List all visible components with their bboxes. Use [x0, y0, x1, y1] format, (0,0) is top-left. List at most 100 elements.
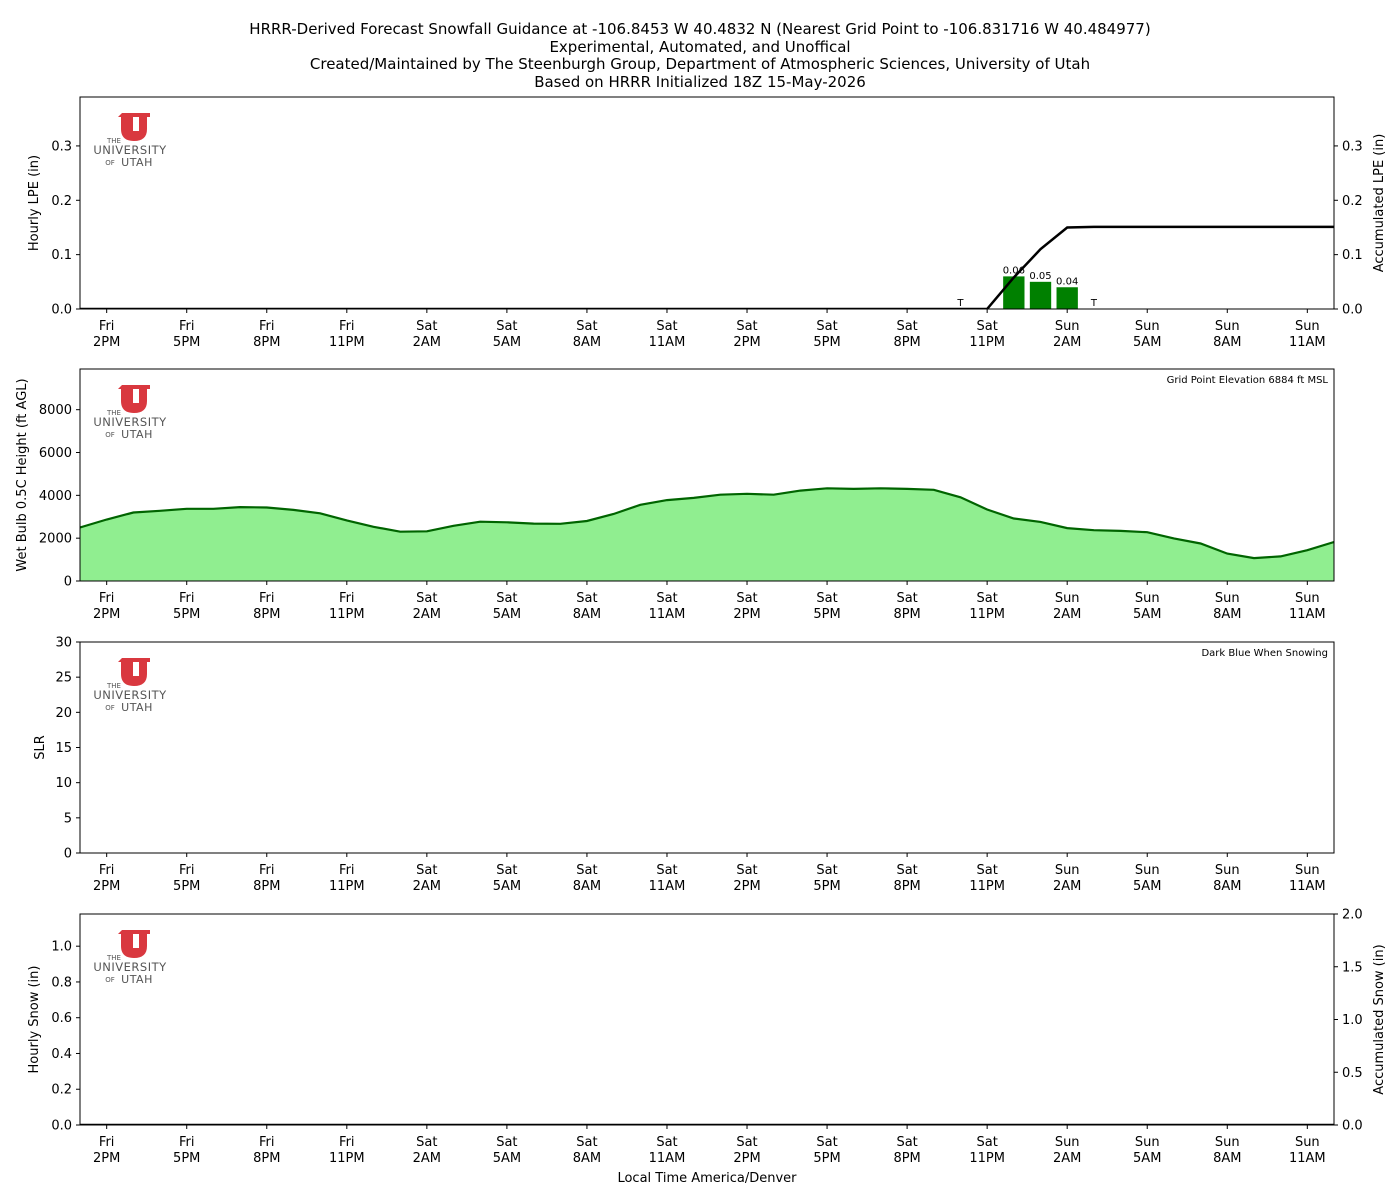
x-tick-time: 2PM: [93, 879, 120, 894]
x-tick-time: 8AM: [573, 879, 601, 894]
plot-area: [80, 225, 1334, 309]
x-tick-time: 5AM: [493, 1151, 521, 1166]
y-axis-label: Hourly Snow (in): [27, 966, 42, 1074]
x-tick-day: Fri: [339, 319, 355, 334]
y-right-axis-label: Accumulated Snow (in): [1372, 944, 1387, 1094]
y-right-axis-label: Accumulated LPE (in): [1372, 134, 1387, 273]
x-tick-day: Fri: [339, 863, 355, 878]
x-tick-time: 2PM: [733, 879, 760, 894]
x-tick-time: 8PM: [893, 607, 920, 622]
x-tick-time: 2AM: [1053, 1151, 1081, 1166]
y-right-tick-label: 0.0: [1342, 1119, 1363, 1134]
x-tick-time: 8PM: [893, 1151, 920, 1166]
x-tick-time: 8PM: [253, 1151, 280, 1166]
x-tick-time: 8PM: [253, 879, 280, 894]
x-tick-day: Fri: [99, 863, 115, 878]
title-line-2: Experimental, Automated, and Unoffical: [549, 37, 851, 56]
y-axis-label: Wet Bulb 0.5C Height (ft AGL): [15, 378, 30, 571]
x-tick-day: Sun: [1055, 863, 1080, 878]
logo-the: THE: [106, 682, 121, 690]
x-tick-day: Sun: [1295, 1135, 1320, 1150]
x-tick-time: 8PM: [893, 335, 920, 350]
x-tick-time: 5PM: [173, 607, 200, 622]
x-tick-time: 8AM: [573, 1151, 601, 1166]
y-tick-label: 0.2: [51, 194, 72, 209]
x-tick-day: Sun: [1215, 863, 1240, 878]
x-tick-day: Sat: [576, 591, 597, 606]
wetbulb-line: [80, 487, 1334, 560]
x-tick-day: Fri: [339, 591, 355, 606]
logo-utah: UTAH: [121, 156, 153, 169]
x-tick-day: Sat: [496, 1135, 517, 1150]
x-tick-day: Sat: [896, 591, 917, 606]
y-axis-label: Hourly LPE (in): [27, 155, 42, 251]
x-tick-day: Sun: [1215, 591, 1240, 606]
x-tick-time: 2AM: [413, 607, 441, 622]
logo-utah: UTAH: [121, 701, 153, 714]
x-tick-time: 8AM: [1213, 879, 1241, 894]
x-tick-day: Sat: [576, 319, 597, 334]
y-tick-label: 0.1: [51, 248, 72, 263]
x-tick-time: 2AM: [413, 1151, 441, 1166]
logo-the: THE: [106, 137, 121, 145]
x-tick-time: 5AM: [493, 879, 521, 894]
y-tick-label: 6000: [39, 446, 72, 461]
x-tick-time: 5AM: [1133, 607, 1161, 622]
x-tick-time: 5AM: [1133, 1151, 1161, 1166]
y-right-tick-label: 2.0: [1342, 908, 1363, 923]
x-tick-time: 5PM: [813, 879, 840, 894]
x-tick-time: 5PM: [813, 1151, 840, 1166]
panel-snow: Fri2PMFri5PMFri8PMFri11PMSat2AMSat5AMSat…: [27, 908, 1387, 1167]
panel-annotation: Grid Point Elevation 6884 ft MSL: [1167, 375, 1329, 386]
y-tick-label: 20: [55, 706, 72, 721]
x-tick-day: Sat: [416, 591, 437, 606]
x-tick-day: Sat: [816, 319, 837, 334]
y-axis-label: SLR: [33, 735, 48, 760]
x-tick-time: 5PM: [813, 607, 840, 622]
y-tick-label: 0.0: [51, 1119, 72, 1134]
x-tick-day: Sat: [416, 1135, 437, 1150]
x-tick-time: 2PM: [93, 335, 120, 350]
x-tick-time: 11PM: [969, 607, 1005, 622]
title-line-1: HRRR-Derived Forecast Snowfall Guidance …: [249, 20, 1151, 38]
x-tick-day: Sun: [1135, 1135, 1160, 1150]
x-tick-day: Fri: [259, 1135, 275, 1150]
x-tick-day: Sun: [1135, 319, 1160, 334]
x-tick-day: Sat: [896, 1135, 917, 1150]
x-tick-time: 2PM: [93, 607, 120, 622]
x-tick-time: 5PM: [173, 879, 200, 894]
x-tick-day: Sat: [736, 863, 757, 878]
x-tick-time: 11AM: [1289, 607, 1326, 622]
y-tick-label: 5: [64, 811, 72, 826]
y-tick-label: 0.0: [51, 303, 72, 318]
logo-utah: UTAH: [121, 973, 153, 986]
y-right-tick-label: 0.3: [1342, 139, 1363, 154]
y-tick-label: 0.3: [51, 139, 72, 154]
panel-wetbulb: Fri2PMFri5PMFri8PMFri11PMSat2AMSat5AMSat…: [15, 368, 1335, 622]
logo-of: OF: [105, 431, 115, 439]
logo-of: OF: [105, 704, 115, 712]
x-tick-day: Sat: [976, 1135, 997, 1150]
x-tick-day: Sat: [976, 319, 997, 334]
x-tick-time: 8AM: [1213, 1151, 1241, 1166]
y-right-tick-label: 0.1: [1342, 248, 1363, 263]
axes-frame: [79, 368, 1335, 582]
x-tick-day: Sat: [576, 1135, 597, 1150]
x-tick-day: Sun: [1295, 591, 1320, 606]
bar-value-label: 0.05: [1029, 271, 1051, 282]
x-tick-day: Sun: [1055, 1135, 1080, 1150]
lpe-bar: [1029, 281, 1052, 309]
x-tick-time: 2AM: [413, 879, 441, 894]
x-tick-time: 5AM: [493, 335, 521, 350]
x-tick-day: Sat: [496, 319, 517, 334]
x-tick-day: Sat: [736, 591, 757, 606]
x-tick-time: 11AM: [1289, 1151, 1326, 1166]
panel-slr: Fri2PMFri5PMFri8PMFri11PMSat2AMSat5AMSat…: [33, 636, 1335, 894]
x-tick-time: 2PM: [93, 1151, 120, 1166]
x-tick-day: Fri: [259, 863, 275, 878]
y-tick-label: 4000: [39, 489, 72, 504]
x-tick-day: Sat: [656, 1135, 677, 1150]
utah-u-icon: [118, 385, 150, 413]
